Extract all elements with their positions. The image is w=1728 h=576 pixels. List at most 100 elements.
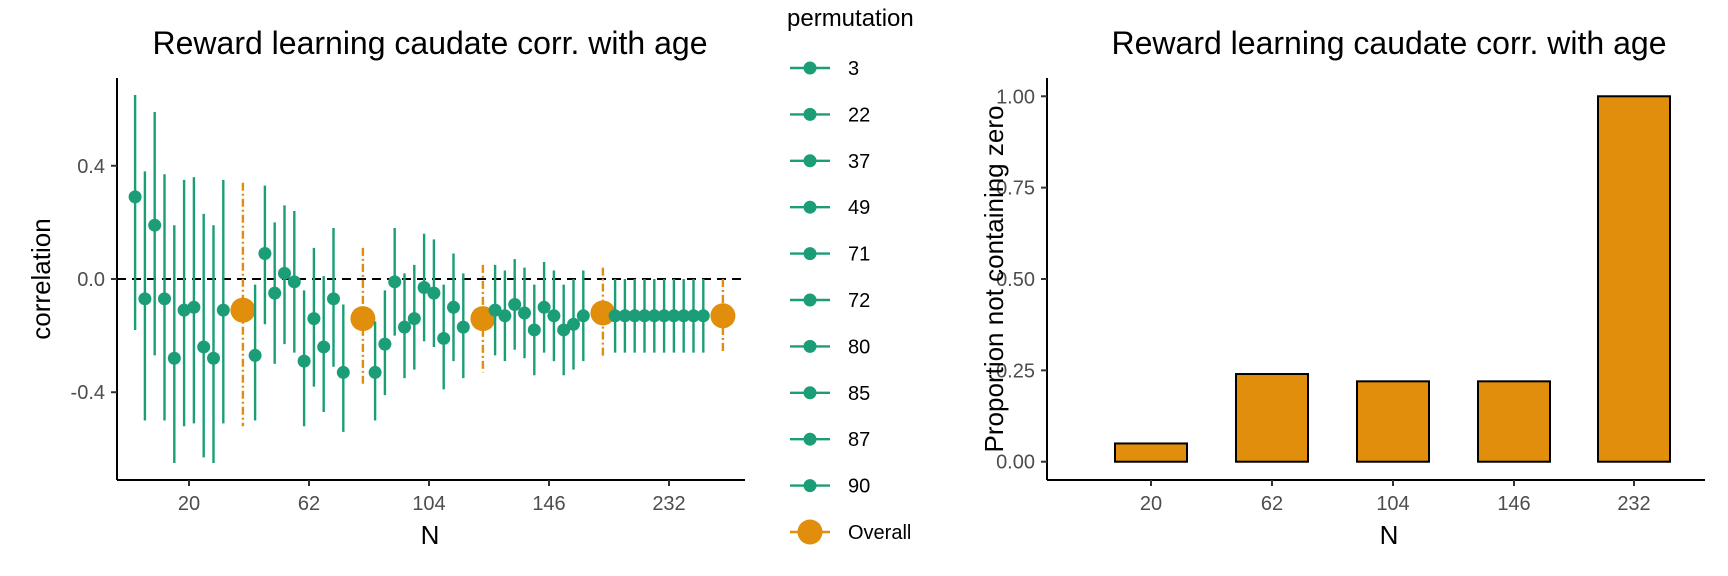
right-y-ticks: 0.00 0.25 0.50 0.75 1.00: [996, 86, 1047, 474]
point-N232-perm-37: [628, 309, 642, 323]
point-N62-perm-85: [317, 340, 331, 354]
y-tick-label: 0.50: [996, 269, 1035, 291]
point-N146-perm-87: [567, 317, 580, 331]
point-N104-perm-49: [398, 320, 411, 334]
right-x-ticks: 20 62 104 146 232: [1140, 480, 1651, 515]
point-N232-overall: [710, 303, 736, 329]
x-tick-label: 104: [412, 493, 445, 515]
point-N146-perm-90: [576, 309, 590, 323]
legend-key-point-80: [803, 339, 817, 353]
legend-key-point-49: [803, 200, 817, 214]
y-tick-label: -0.4: [71, 382, 105, 404]
x-tick-label: 232: [652, 493, 685, 515]
bar-N146: [1477, 380, 1551, 463]
legend: permutation 3 22 37 49 71 72 80 85 87 90 Overall: [787, 5, 914, 545]
point-N146-perm-80: [547, 309, 561, 323]
point-N20-perm-72: [177, 303, 191, 317]
point-N62-perm-80: [307, 312, 321, 326]
bar-N232: [1597, 95, 1671, 463]
point-N20-perm-37: [148, 218, 162, 232]
point-N62-perm-3: [248, 348, 262, 362]
point-N104-perm-71: [407, 312, 421, 326]
point-N146-perm-71: [527, 323, 541, 337]
point-N20-perm-3: [128, 190, 142, 204]
bar-N20: [1114, 442, 1188, 463]
point-N232-perm-87: [687, 309, 700, 323]
legend-key-point-87: [803, 432, 817, 446]
point-N104-perm-3: [368, 365, 382, 379]
point-N232-perm-22: [618, 309, 632, 323]
legend-key-point-71: [803, 247, 817, 261]
point-N146-perm-72: [537, 300, 551, 314]
point-N20-perm-87: [207, 351, 220, 365]
y-tick-label: 0.00: [996, 452, 1035, 474]
right-y-axis-label: Proportion not containing zero: [979, 106, 1009, 453]
bar-N62: [1235, 373, 1309, 463]
right-plot-area: [1114, 95, 1671, 463]
legend-key-point-37: [803, 154, 817, 168]
point-N146-perm-22: [498, 309, 512, 323]
legend-key-point-90: [803, 479, 817, 493]
legend-label-87: 87: [848, 429, 870, 451]
point-N146-perm-3: [488, 303, 502, 317]
point-N104-perm-22: [378, 337, 392, 351]
left-chart: Reward learning caudate corr. with age 2…: [26, 25, 745, 550]
legend-label-90: 90: [848, 476, 870, 498]
point-N232-perm-49: [638, 309, 651, 323]
right-chart-title: Reward learning caudate corr. with age: [1112, 25, 1667, 61]
left-y-axis-label: correlation: [26, 218, 56, 339]
legend-label-37: 37: [848, 151, 870, 173]
point-N232-perm-90: [696, 309, 710, 323]
point-N104-perm-90: [456, 320, 470, 334]
point-N232-perm-80: [667, 309, 681, 323]
point-N20-perm-85: [197, 340, 211, 354]
x-tick-label: 146: [532, 493, 565, 515]
legend-label-49: 49: [848, 197, 870, 219]
y-tick-label: 0.75: [996, 178, 1035, 200]
point-N20-perm-90: [216, 303, 230, 317]
x-tick-label: 62: [298, 493, 320, 515]
point-N104-perm-87: [447, 300, 460, 314]
x-tick-label: 146: [1497, 493, 1530, 515]
point-N62-perm-90: [336, 365, 350, 379]
legend-label-22: 22: [848, 104, 870, 126]
point-N232-perm-72: [657, 309, 671, 323]
point-N62-perm-37: [268, 286, 282, 300]
point-N146-perm-37: [508, 297, 522, 311]
legend-key-point-3: [803, 61, 817, 75]
point-N20-perm-71: [167, 351, 181, 365]
point-N62-overall: [350, 306, 376, 332]
left-plot-area: [117, 94, 745, 464]
left-y-ticks: -0.4 0.0 0.4: [71, 156, 117, 404]
point-N146-perm-49: [518, 306, 531, 320]
legend-label-80: 80: [848, 336, 870, 358]
point-N62-perm-49: [278, 266, 291, 280]
legend-key-point-overall: [797, 519, 823, 545]
point-N20-perm-80: [187, 300, 201, 314]
point-N20-overall: [230, 297, 256, 323]
point-N232-perm-71: [647, 309, 661, 323]
left-chart-title: Reward learning caudate corr. with age: [153, 25, 708, 61]
point-N20-perm-22: [138, 292, 152, 306]
legend-label-85: 85: [848, 383, 870, 405]
point-N232-perm-3: [608, 309, 622, 323]
point-N104-perm-72: [417, 280, 431, 294]
legend-label-3: 3: [848, 58, 859, 80]
point-N104-perm-80: [427, 286, 441, 300]
point-N62-perm-87: [327, 292, 340, 306]
left-x-ticks: 20 62 104 146 232: [178, 480, 686, 515]
legend-title: permutation: [787, 5, 914, 32]
legend-key-point-22: [803, 107, 817, 121]
point-N62-perm-71: [287, 275, 301, 289]
legend-key-point-72: [803, 293, 817, 307]
y-tick-label: 0.0: [77, 269, 105, 291]
x-tick-label: 20: [178, 493, 200, 515]
x-tick-label: 104: [1376, 493, 1409, 515]
bar-N104: [1356, 380, 1430, 463]
right-x-axis-label: N: [1380, 520, 1399, 550]
y-tick-label: 0.4: [77, 156, 105, 178]
y-tick-label: 0.25: [996, 360, 1035, 382]
point-N146-overall: [590, 300, 616, 326]
y-tick-label: 1.00: [996, 86, 1035, 108]
